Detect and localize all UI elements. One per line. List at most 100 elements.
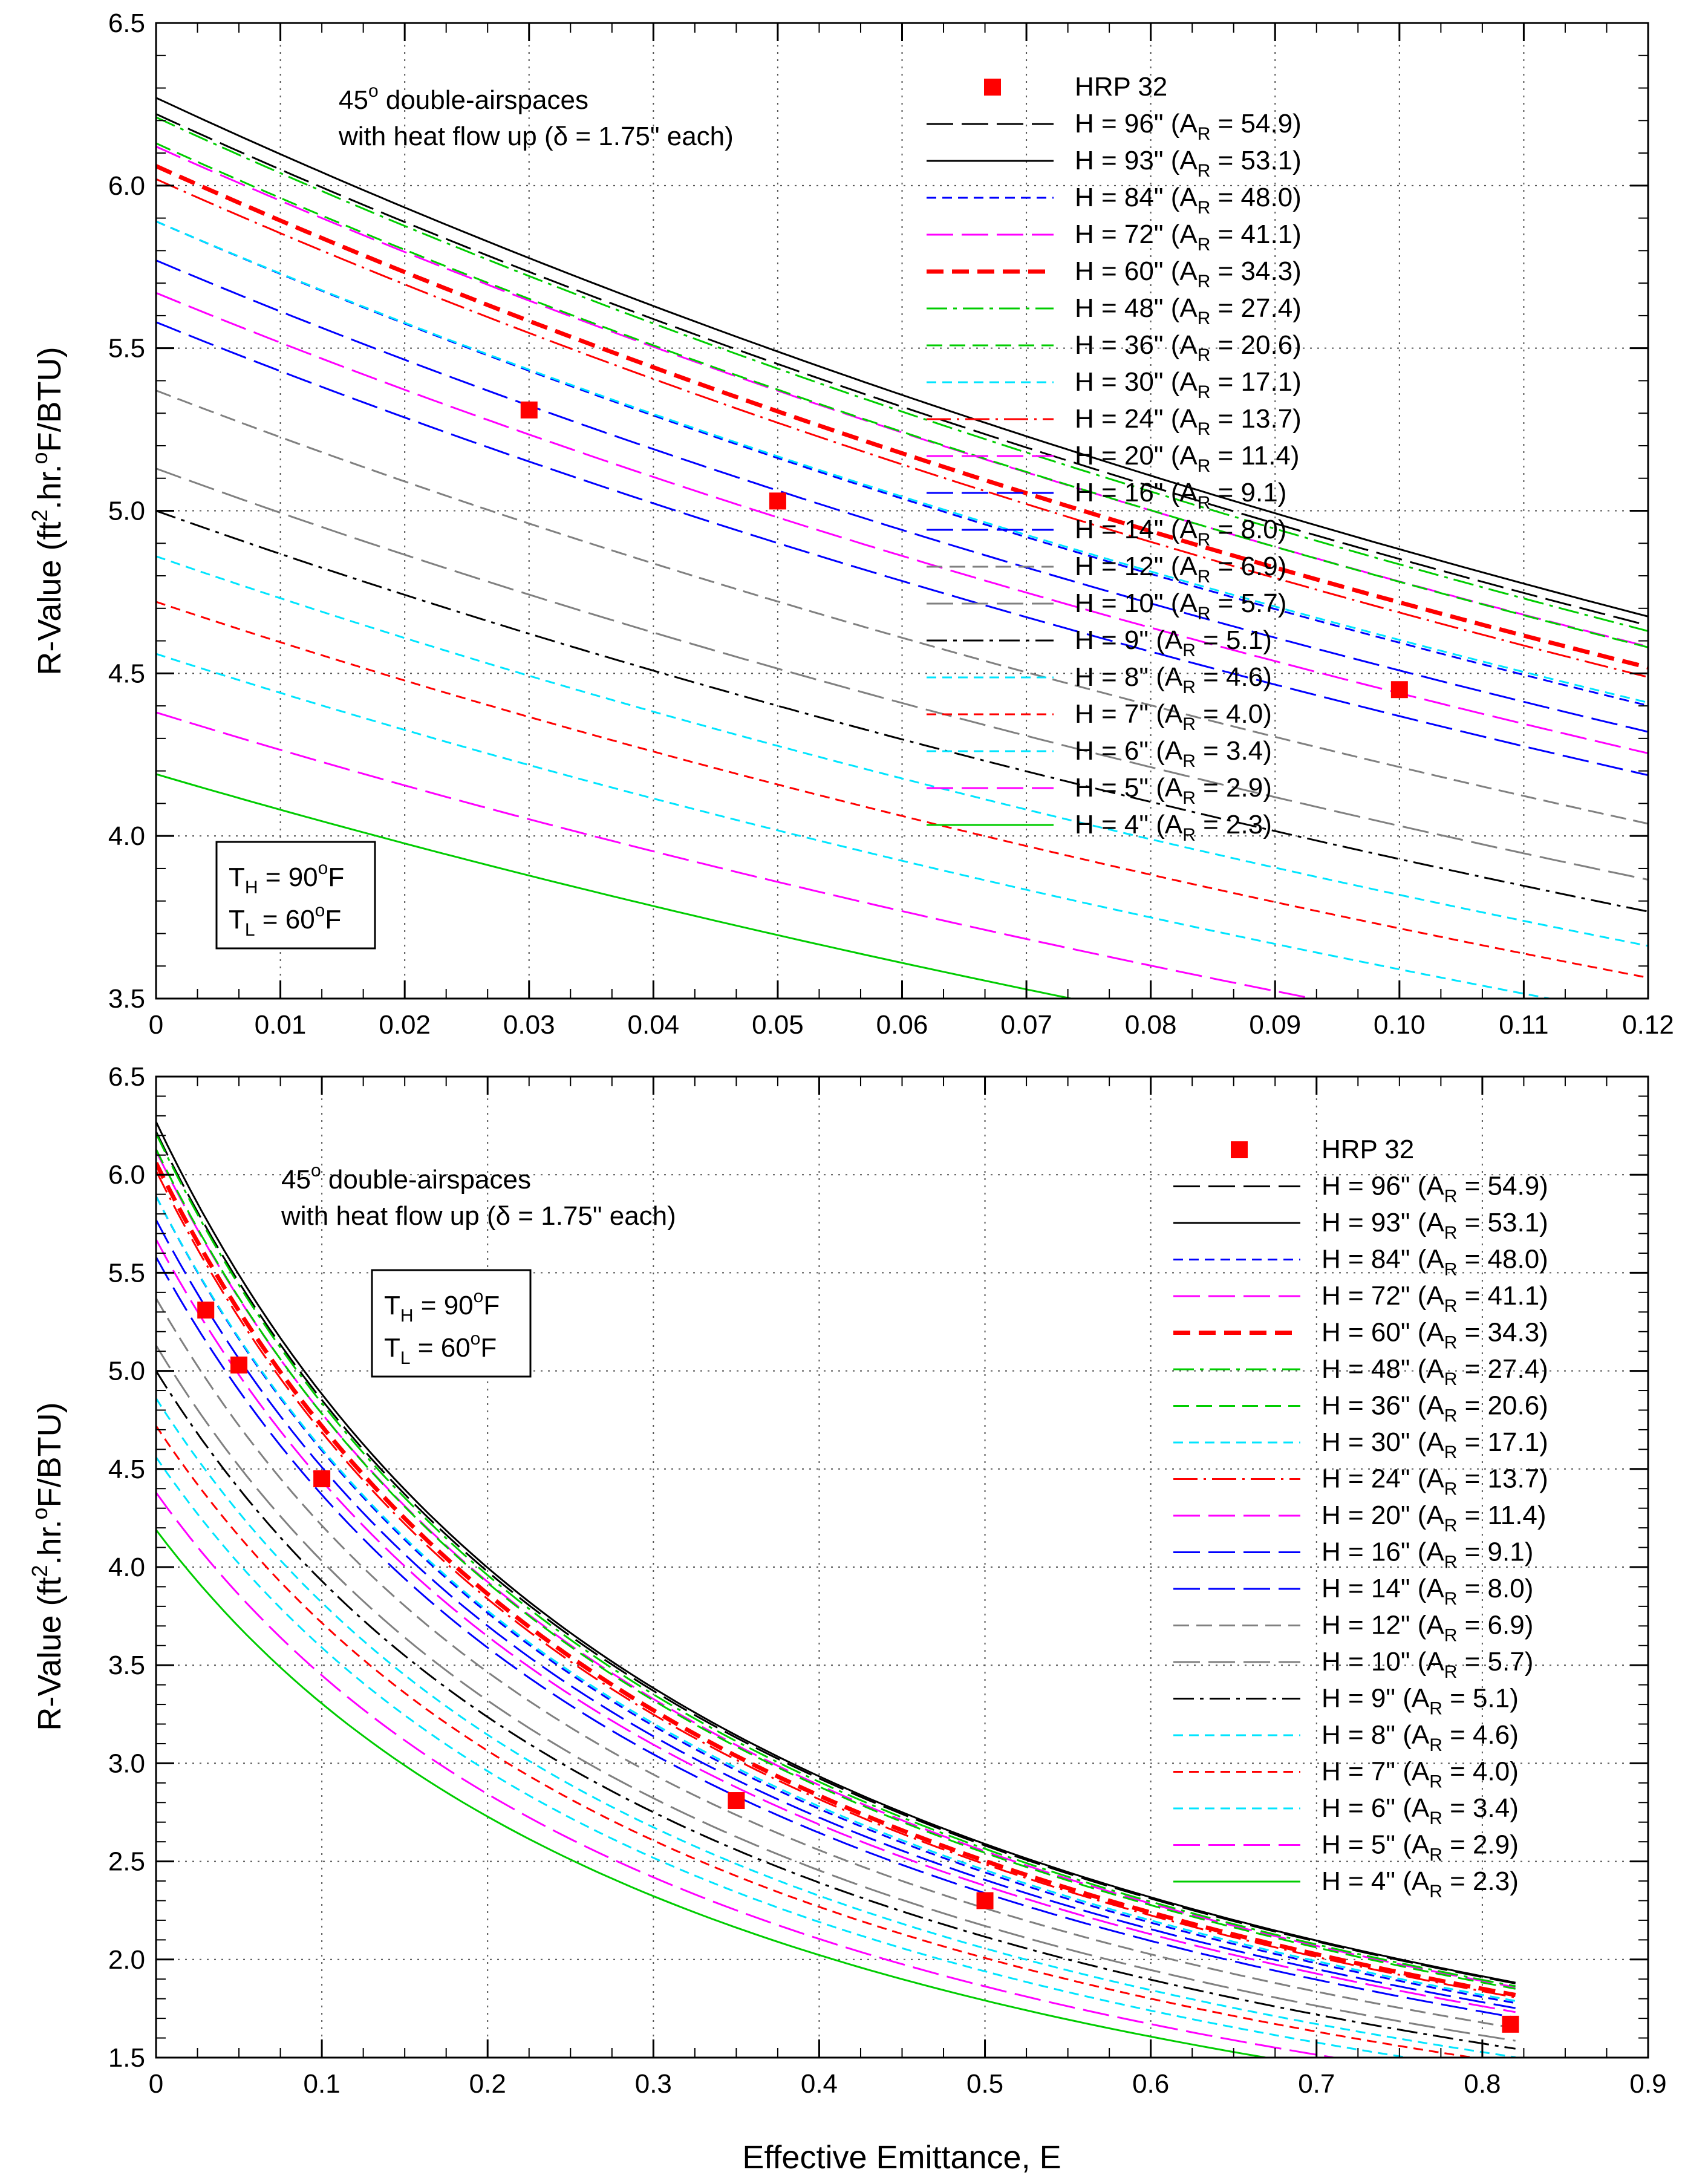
- bottom-annotation-line2: with heat flow up (δ = 1.75" each): [281, 1201, 676, 1231]
- y-tick-label: 3.5: [108, 984, 145, 1014]
- legend-label: H = 5" (AR = 2.9): [1322, 1830, 1519, 1865]
- legend-label: H = 8" (AR = 4.6): [1075, 662, 1272, 697]
- legend-label: H = 60" (AR = 34.3): [1322, 1318, 1548, 1353]
- bottom-plot-frame: [155, 1075, 1649, 2059]
- legend-label: H = 14" (AR = 8.0): [1322, 1574, 1533, 1609]
- series-line: [156, 510, 1648, 913]
- hrp-point: [976, 1892, 994, 1909]
- series-line: [156, 601, 1648, 979]
- top-points: [520, 401, 1408, 699]
- hrp-point: [197, 1302, 215, 1319]
- legend-label: H = 16" (AR = 9.1): [1075, 478, 1286, 513]
- legend-label: H = 36" (AR = 20.6): [1075, 330, 1302, 365]
- x-tick-label: 0: [149, 1010, 163, 1040]
- y-tick-label: 4.0: [108, 1553, 145, 1582]
- hrp-point: [728, 1792, 745, 1810]
- legend-label: H = 4" (AR = 2.3): [1075, 810, 1272, 845]
- series-line: [156, 555, 1648, 947]
- top-annotation-line2: with heat flow up (δ = 1.75" each): [338, 122, 734, 151]
- legend-label: H = 84" (AR = 48.0): [1075, 183, 1302, 218]
- legend-label: H = 7" (AR = 4.0): [1075, 699, 1272, 734]
- legend-label: H = 30" (AR = 17.1): [1075, 367, 1302, 402]
- top-temp-box: TH = 90oF TL = 60oF: [215, 841, 376, 950]
- legend-hrp-marker: [984, 79, 1001, 96]
- y-tick-label: 6.0: [108, 171, 145, 201]
- y-tick-label: 4.5: [108, 659, 145, 688]
- hrp-point: [1390, 681, 1408, 699]
- series-line: [156, 97, 1648, 618]
- hrp-point: [769, 492, 786, 510]
- series-line: [156, 1491, 1340, 2058]
- x-tick-label: 0.07: [1000, 1010, 1052, 1040]
- legend-label: H = 48" (AR = 27.4): [1075, 293, 1302, 328]
- legend-label: H = 10" (AR = 5.7): [1322, 1647, 1533, 1682]
- series-line: [156, 1196, 1516, 2002]
- x-tick-label: 0.2: [469, 2069, 506, 2099]
- legend-label: H = 4" (AR = 2.3): [1322, 1866, 1519, 1902]
- y-tick-label: 5.5: [108, 334, 145, 363]
- x-tick-label: 0.6: [1132, 2069, 1169, 2099]
- series-line: [156, 1370, 1516, 2050]
- bottom-curves: [156, 1121, 1516, 2058]
- y-tick-label: 5.5: [108, 1258, 145, 1288]
- x-tick-label: 0.09: [1249, 1010, 1301, 1040]
- series-line: [156, 1256, 1516, 2019]
- legend-hrp-marker: [1231, 1141, 1248, 1158]
- x-tick-label: 0.8: [1464, 2069, 1501, 2099]
- hrp-point: [1502, 2015, 1519, 2033]
- y-tick-label: 4.5: [108, 1455, 145, 1484]
- top-plot-frame: [155, 22, 1649, 1000]
- top-ticks: 0 0.01 0.02 0.03 0.04 0.05 0.06 0.07 0.08 0.09 0.1…: [108, 8, 1674, 1040]
- legend-label: H = 14" (AR = 8.0): [1075, 515, 1286, 550]
- y-tick-label: 6.5: [108, 8, 145, 38]
- x-tick-label: 0.7: [1298, 2069, 1335, 2099]
- series-line: [156, 711, 1318, 999]
- hrp-point: [520, 401, 538, 419]
- y-tick-label: 6.0: [108, 1160, 145, 1190]
- legend-label: H = 93" (AR = 53.1): [1075, 146, 1302, 181]
- series-line: [156, 390, 1648, 825]
- legend-label: H = 72" (AR = 41.1): [1075, 220, 1302, 255]
- series-line: [156, 259, 1648, 733]
- x-tick-label: 0.11: [1499, 1010, 1548, 1040]
- legend-label: H = 10" (AR = 5.7): [1075, 588, 1286, 624]
- legend-hrp-label: HRP 32: [1075, 72, 1167, 102]
- series-line: [156, 1149, 1516, 1990]
- bottom-temp-box: TH = 90oF TL = 60oF: [371, 1269, 532, 1378]
- bottom-temp-box-frame: [371, 1269, 532, 1378]
- legend-label: H = 24" (AR = 13.7): [1322, 1464, 1548, 1499]
- top-annotation: 45o double-airspaces with heat flow up (…: [338, 81, 734, 151]
- series-line: [156, 142, 1648, 648]
- x-tick-label: 0.08: [1125, 1010, 1177, 1040]
- series-line: [156, 1162, 1516, 1997]
- bottom-y-axis-label: R-Value (ft2.hr.oF/BTU): [27, 1402, 68, 1730]
- top-panel: 0 0.01 0.02 0.03 0.04 0.05 0.06 0.07 0.08 0.09 0.1…: [27, 8, 1674, 1040]
- y-tick-label: 2.0: [108, 1945, 145, 1975]
- top-annotation-line1: 45o double-airspaces: [339, 81, 588, 115]
- series-line: [156, 1345, 1516, 2042]
- legend-label: H = 6" (AR = 3.4): [1075, 736, 1272, 771]
- top-temp-th: TH = 90oF: [229, 858, 344, 898]
- bottom-x-axis-label: Effective Emittance, E: [742, 2139, 1061, 2176]
- top-curves: [156, 97, 1648, 999]
- x-tick-label: 0: [149, 2069, 163, 2099]
- legend-label: H = 9" (AR = 5.1): [1322, 1684, 1519, 1719]
- legend-label: H = 7" (AR = 4.0): [1322, 1757, 1519, 1792]
- hrp-point: [230, 1356, 248, 1374]
- series-line: [156, 1219, 1516, 2009]
- series-line: [156, 1398, 1516, 2058]
- legend-label: H = 93" (AR = 53.1): [1322, 1208, 1548, 1243]
- series-line: [156, 1121, 1516, 1984]
- x-tick-label: 0.04: [628, 1010, 680, 1040]
- legend-label: H = 72" (AR = 41.1): [1322, 1281, 1548, 1316]
- legend-label: H = 20" (AR = 11.4): [1075, 441, 1300, 476]
- series-line: [156, 1529, 1271, 2058]
- y-tick-label: 1.5: [108, 2043, 145, 2073]
- y-tick-label: 2.5: [108, 1847, 145, 1877]
- series-line: [156, 1133, 1516, 1987]
- legend-label: H = 36" (AR = 20.6): [1322, 1391, 1548, 1426]
- legend-hrp-label: HRP 32: [1322, 1135, 1414, 1164]
- series-line: [156, 468, 1648, 881]
- y-tick-label: 3.5: [108, 1651, 145, 1680]
- y-tick-label: 3.0: [108, 1749, 145, 1778]
